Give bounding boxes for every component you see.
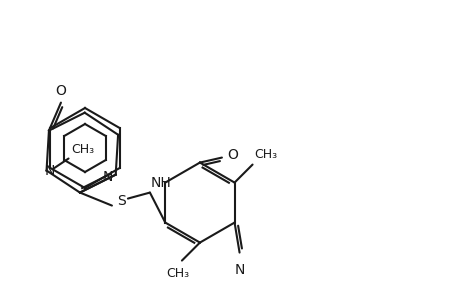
Text: CH₃: CH₃ xyxy=(72,142,95,155)
Text: N: N xyxy=(234,262,244,277)
Text: NH: NH xyxy=(151,176,171,190)
Text: CH₃: CH₃ xyxy=(166,267,189,280)
Text: S: S xyxy=(118,194,126,208)
Text: N: N xyxy=(44,164,55,178)
Text: N: N xyxy=(102,170,112,184)
Text: O: O xyxy=(226,148,237,162)
Text: CH₃: CH₃ xyxy=(254,148,277,160)
Text: O: O xyxy=(56,84,66,98)
